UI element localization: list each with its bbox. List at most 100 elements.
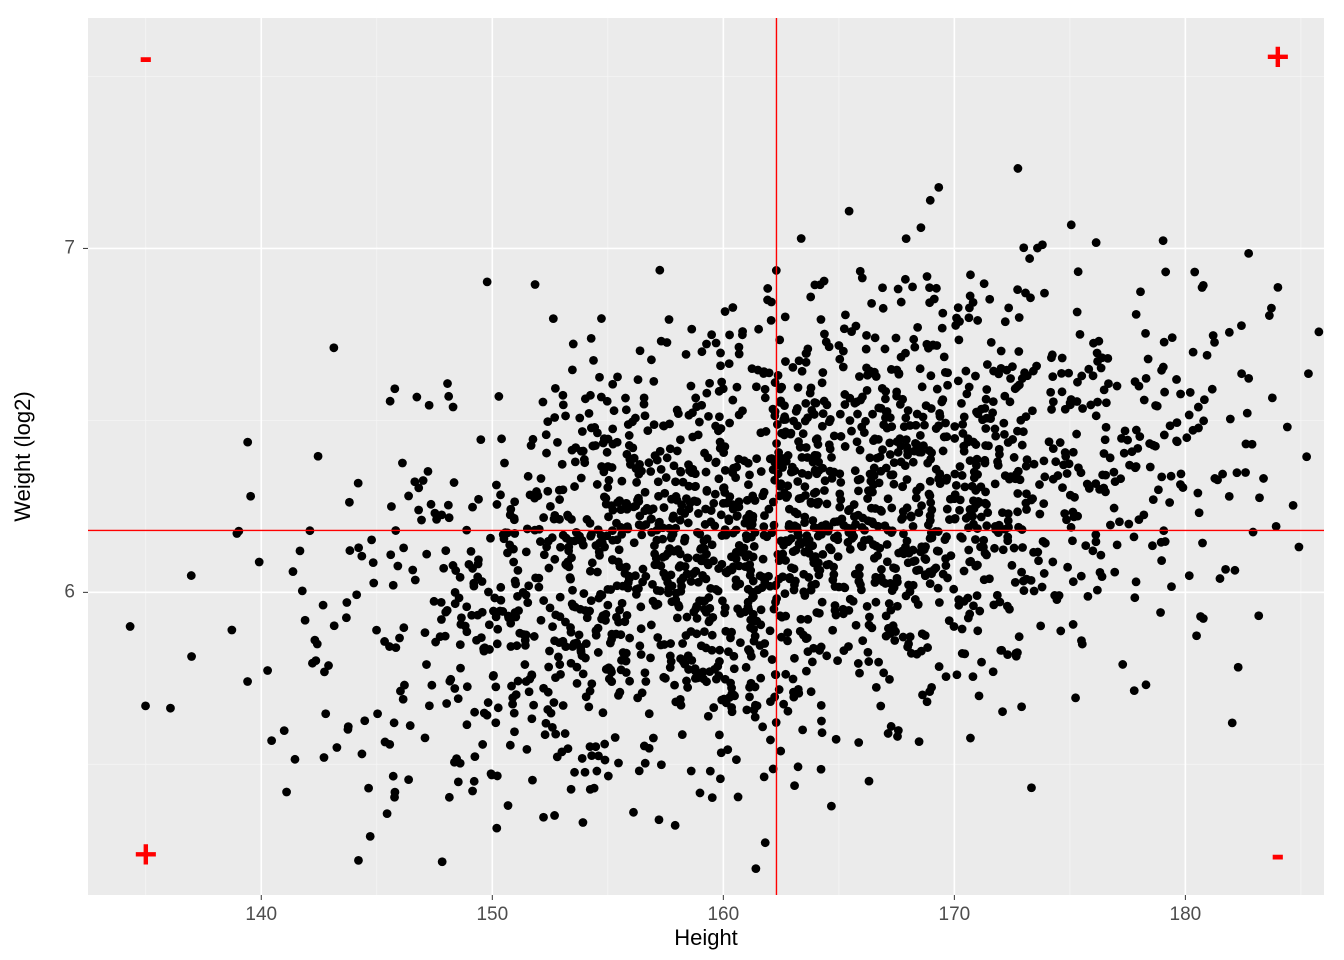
data-point bbox=[671, 697, 680, 706]
data-point bbox=[1160, 388, 1169, 397]
data-point bbox=[887, 528, 896, 537]
data-point bbox=[469, 579, 478, 588]
data-point bbox=[646, 467, 655, 476]
data-point bbox=[1179, 483, 1188, 492]
data-point bbox=[784, 707, 793, 716]
data-point bbox=[352, 590, 361, 599]
data-point bbox=[485, 620, 494, 629]
data-point bbox=[902, 435, 911, 444]
data-point bbox=[1192, 631, 1201, 640]
data-point bbox=[995, 450, 1004, 459]
data-point bbox=[973, 316, 982, 325]
data-point bbox=[523, 598, 532, 607]
data-point bbox=[1003, 650, 1012, 659]
data-point bbox=[1092, 411, 1101, 420]
data-point bbox=[817, 765, 826, 774]
data-point bbox=[862, 345, 871, 354]
data-point bbox=[320, 667, 329, 676]
data-point bbox=[609, 440, 618, 449]
data-point bbox=[1314, 327, 1323, 336]
data-point bbox=[564, 512, 573, 521]
data-point bbox=[487, 769, 496, 778]
data-point bbox=[1225, 492, 1234, 501]
data-point bbox=[863, 602, 872, 611]
data-point bbox=[926, 491, 935, 500]
data-point bbox=[810, 280, 819, 289]
data-point bbox=[872, 598, 881, 607]
data-point bbox=[705, 379, 714, 388]
data-point bbox=[1198, 283, 1207, 292]
data-point bbox=[682, 350, 691, 359]
data-point bbox=[784, 451, 793, 460]
data-point bbox=[524, 472, 533, 481]
data-point bbox=[920, 554, 929, 563]
data-point bbox=[874, 435, 883, 444]
data-point bbox=[904, 406, 913, 415]
data-point bbox=[631, 414, 640, 423]
data-point bbox=[629, 808, 638, 817]
data-point bbox=[320, 753, 329, 762]
data-point bbox=[601, 616, 610, 625]
data-point bbox=[744, 480, 753, 489]
data-point bbox=[1077, 468, 1086, 477]
data-point bbox=[796, 540, 805, 549]
data-point bbox=[907, 512, 916, 521]
data-point bbox=[950, 422, 959, 431]
data-point bbox=[793, 421, 802, 430]
data-point bbox=[395, 634, 404, 643]
data-point bbox=[267, 736, 276, 745]
data-point bbox=[921, 571, 930, 580]
data-point bbox=[514, 677, 523, 686]
data-point bbox=[972, 485, 981, 494]
y-tick-label: 7 bbox=[64, 237, 75, 258]
data-point bbox=[687, 767, 696, 776]
data-point bbox=[620, 617, 629, 626]
data-point bbox=[878, 283, 887, 292]
data-point bbox=[885, 675, 894, 684]
data-point bbox=[781, 670, 790, 679]
data-point bbox=[360, 716, 369, 725]
data-point bbox=[1295, 543, 1304, 552]
data-point bbox=[1069, 620, 1078, 629]
x-tick-label: 170 bbox=[939, 904, 971, 925]
data-point bbox=[926, 477, 935, 486]
data-point bbox=[898, 513, 907, 522]
data-point bbox=[550, 555, 559, 564]
data-point bbox=[887, 365, 896, 374]
data-point bbox=[694, 430, 703, 439]
data-point bbox=[439, 564, 448, 573]
data-point bbox=[1049, 397, 1058, 406]
data-point bbox=[932, 424, 941, 433]
data-point bbox=[766, 697, 775, 706]
data-point bbox=[621, 656, 630, 665]
data-point bbox=[588, 442, 597, 451]
data-point bbox=[539, 513, 548, 522]
data-point bbox=[607, 668, 616, 677]
data-point bbox=[1130, 593, 1139, 602]
data-point bbox=[744, 606, 753, 615]
data-point bbox=[751, 713, 760, 722]
data-point bbox=[969, 298, 978, 307]
data-point bbox=[760, 649, 769, 658]
data-point bbox=[784, 537, 793, 546]
data-point bbox=[1135, 382, 1144, 391]
data-point bbox=[587, 334, 596, 343]
data-point bbox=[545, 647, 554, 656]
data-point bbox=[634, 470, 643, 479]
data-point bbox=[820, 330, 829, 339]
data-point bbox=[662, 473, 671, 482]
data-point bbox=[794, 762, 803, 771]
data-point bbox=[991, 432, 1000, 441]
data-point bbox=[542, 430, 551, 439]
data-point bbox=[445, 513, 454, 522]
data-point bbox=[832, 611, 841, 620]
data-point bbox=[901, 349, 910, 358]
data-point bbox=[526, 490, 535, 499]
data-point bbox=[697, 401, 706, 410]
data-point bbox=[846, 416, 855, 425]
data-point bbox=[866, 477, 875, 486]
data-point bbox=[1165, 498, 1174, 507]
data-point bbox=[858, 636, 867, 645]
data-point bbox=[581, 768, 590, 777]
data-point bbox=[597, 314, 606, 323]
